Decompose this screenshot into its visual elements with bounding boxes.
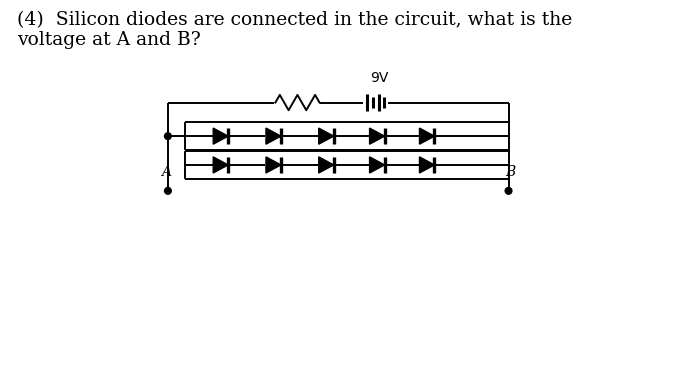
Text: B: B bbox=[505, 165, 516, 179]
Polygon shape bbox=[318, 128, 334, 144]
Polygon shape bbox=[266, 157, 281, 173]
Polygon shape bbox=[370, 157, 384, 173]
Circle shape bbox=[505, 187, 512, 194]
Polygon shape bbox=[370, 128, 384, 144]
Polygon shape bbox=[419, 157, 435, 173]
Polygon shape bbox=[214, 128, 228, 144]
Text: 9V: 9V bbox=[370, 71, 389, 85]
Text: voltage at A and B?: voltage at A and B? bbox=[18, 31, 201, 49]
Polygon shape bbox=[214, 157, 228, 173]
Polygon shape bbox=[419, 128, 435, 144]
Polygon shape bbox=[318, 157, 334, 173]
Polygon shape bbox=[266, 128, 281, 144]
Text: (4)  Silicon diodes are connected in the circuit, what is the: (4) Silicon diodes are connected in the … bbox=[18, 12, 573, 30]
Text: A: A bbox=[161, 165, 171, 179]
Circle shape bbox=[164, 187, 172, 194]
Circle shape bbox=[164, 133, 172, 140]
